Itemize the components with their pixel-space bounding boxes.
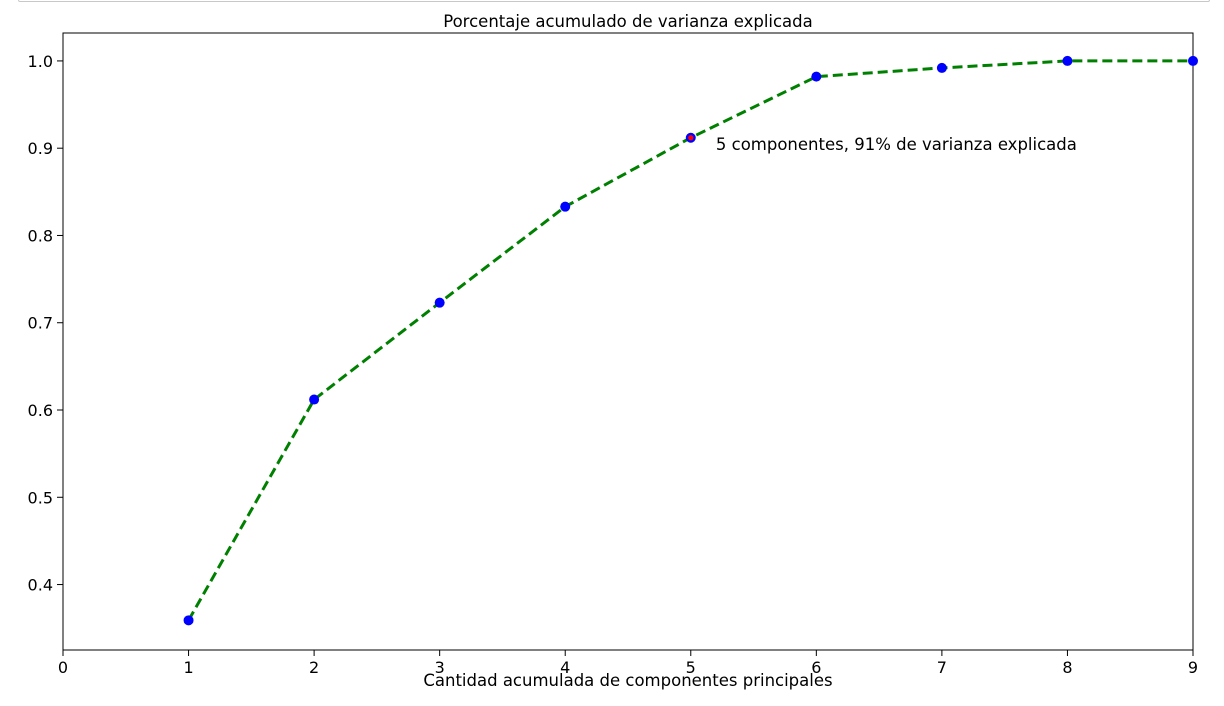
y-tick-label: 1.0 <box>28 52 53 71</box>
y-tick-label: 0.8 <box>28 226 53 245</box>
window-top-edge <box>18 0 1210 2</box>
highlighted-point <box>688 135 694 141</box>
x-tick-label: 5 <box>686 658 696 677</box>
data-point <box>1062 55 1073 66</box>
x-tick-label: 9 <box>1188 658 1198 677</box>
x-tick-label: 8 <box>1062 658 1072 677</box>
x-tick-label: 6 <box>811 658 821 677</box>
y-tick-label: 0.5 <box>28 488 53 507</box>
plot-frame <box>62 32 1194 651</box>
x-axis-label: Cantidad acumulada de componentes princi… <box>423 671 832 690</box>
x-tick-label: 2 <box>309 658 319 677</box>
data-point <box>183 615 194 626</box>
annotation-label: 5 componentes, 91% de varianza explicada <box>716 135 1077 154</box>
data-point <box>936 62 947 73</box>
data-point <box>1188 55 1198 66</box>
data-point <box>811 71 822 82</box>
y-tick-label: 0.4 <box>28 576 53 595</box>
y-tick-label: 0.7 <box>28 314 53 333</box>
x-tick-label: 7 <box>937 658 947 677</box>
x-tick-label: 4 <box>560 658 570 677</box>
y-tick-label: 0.9 <box>28 139 53 158</box>
chart-title: Porcentaje acumulado de varianza explica… <box>443 12 813 31</box>
y-tick-label: 0.6 <box>28 401 53 420</box>
x-tick-label: 0 <box>58 658 68 677</box>
x-tick-label: 3 <box>435 658 445 677</box>
data-point <box>434 297 445 308</box>
data-points <box>183 55 1198 626</box>
y-axis-ticks: 0.4 0.5 0.6 0.7 0.8 0.9 1.0 <box>28 52 63 595</box>
data-point <box>560 201 571 212</box>
data-point <box>309 394 320 405</box>
x-tick-label: 1 <box>183 658 193 677</box>
x-axis-ticks: 0 1 2 3 4 5 6 7 8 9 <box>58 650 1198 677</box>
